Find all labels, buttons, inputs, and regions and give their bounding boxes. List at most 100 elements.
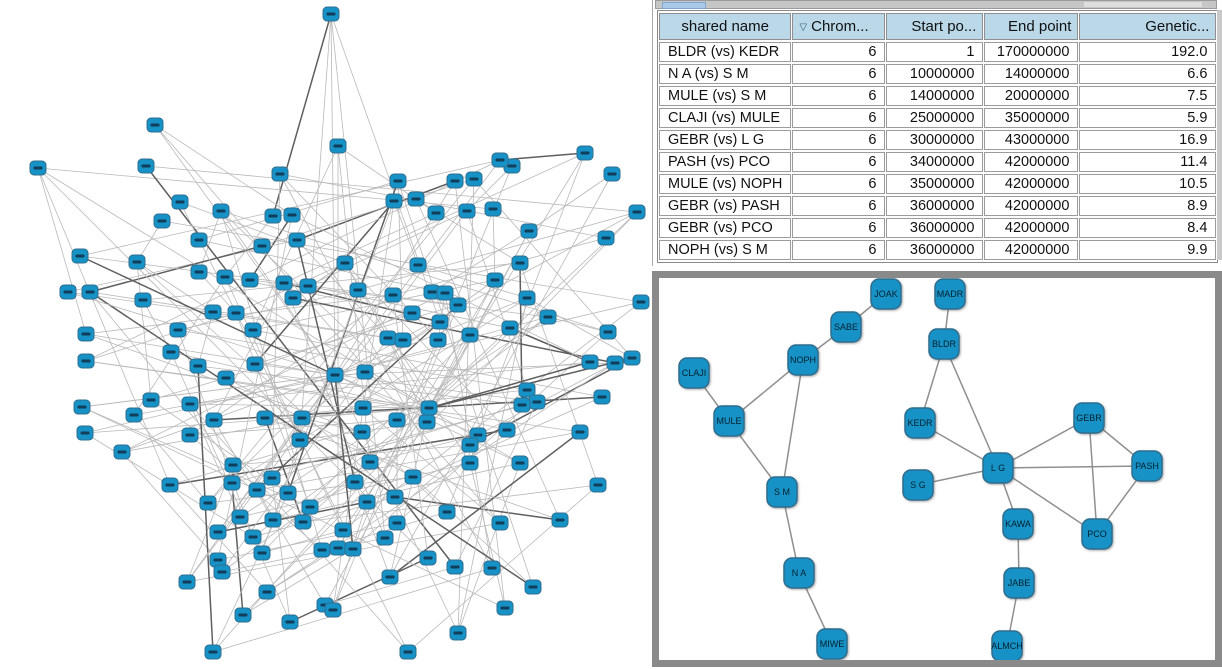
graph-node[interactable] (449, 625, 467, 641)
graph-node[interactable] (264, 208, 282, 224)
table-cell[interactable]: 14000000 (886, 86, 984, 106)
graph-node[interactable] (407, 191, 425, 207)
graph-node[interactable] (496, 600, 514, 616)
table-cell[interactable]: 8.4 (1079, 218, 1217, 238)
graph-node[interactable] (518, 382, 536, 398)
table-cell[interactable]: 42000000 (984, 218, 1079, 238)
graph-node[interactable] (223, 475, 241, 491)
graph-node[interactable]: PCO (1081, 518, 1113, 550)
graph-node[interactable] (589, 477, 607, 493)
graph-node[interactable] (484, 201, 502, 217)
graph-node[interactable] (77, 326, 95, 342)
graph-node[interactable] (190, 264, 208, 280)
graph-node[interactable] (217, 370, 235, 386)
graph-node[interactable] (142, 392, 160, 408)
graph-node[interactable] (275, 275, 293, 291)
graph-node[interactable]: BLDR (928, 328, 960, 360)
graph-node[interactable] (293, 410, 311, 426)
graph-node[interactable] (334, 522, 352, 538)
graph-node[interactable] (404, 469, 422, 485)
graph-node[interactable] (336, 255, 354, 271)
graph-node[interactable] (209, 524, 227, 540)
scrollbar-track[interactable] (1084, 2, 1202, 7)
table-cell[interactable]: 170000000 (984, 42, 1079, 62)
graph-node[interactable] (29, 160, 47, 176)
graph-node[interactable] (241, 272, 259, 288)
table-cell[interactable]: 16.9 (1079, 130, 1217, 150)
table-cell[interactable]: 30000000 (886, 130, 984, 150)
graph-node[interactable] (385, 193, 403, 209)
graph-node[interactable]: S G (902, 469, 934, 501)
table-cell[interactable]: 6 (792, 108, 886, 128)
graph-node[interactable] (256, 410, 274, 426)
graph-node[interactable] (491, 515, 509, 531)
graph-node[interactable] (419, 550, 437, 566)
table-cell[interactable]: NOPH (vs) S M (659, 240, 792, 260)
table-cell[interactable]: N A (vs) S M (659, 64, 792, 84)
graph-node[interactable] (483, 560, 501, 576)
table-cell[interactable]: 20000000 (984, 86, 1079, 106)
graph-node[interactable] (388, 412, 406, 428)
graph-node[interactable] (379, 330, 397, 346)
graph-node[interactable] (606, 355, 624, 371)
graph-node[interactable] (376, 530, 394, 546)
graph-node[interactable] (190, 232, 208, 248)
graph-node[interactable] (438, 504, 456, 520)
table-cell[interactable]: 6 (792, 218, 886, 238)
table-cell[interactable]: CLAJI (vs) MULE (659, 108, 792, 128)
table-row[interactable]: CLAJI (vs) MULE 6 25000000 35000000 5.9 (659, 108, 1217, 128)
graph-node[interactable]: L G (982, 452, 1014, 484)
graph-node[interactable] (234, 607, 252, 623)
graph-node[interactable] (181, 396, 199, 412)
graph-node[interactable] (246, 356, 264, 372)
graph-node[interactable]: KAWA (1002, 508, 1034, 540)
table-cell[interactable]: 25000000 (886, 108, 984, 128)
graph-node[interactable] (128, 254, 146, 270)
graph-node[interactable] (581, 354, 599, 370)
graph-node[interactable] (461, 437, 479, 453)
graph-node[interactable] (551, 512, 569, 528)
graph-node[interactable]: ALMCH (991, 630, 1023, 660)
graph-node[interactable] (299, 278, 317, 294)
table-row[interactable]: NOPH (vs) S M 6 36000000 42000000 9.9 (659, 240, 1217, 260)
graph-node[interactable] (628, 204, 646, 220)
graph-node[interactable] (199, 495, 217, 511)
graph-node[interactable] (248, 482, 266, 498)
main-network-canvas[interactable] (0, 0, 652, 669)
graph-node[interactable] (528, 394, 546, 410)
graph-node[interactable] (513, 397, 531, 413)
graph-node[interactable] (449, 297, 467, 313)
table-cell[interactable]: 42000000 (984, 152, 1079, 172)
table-cell[interactable]: 6 (792, 86, 886, 106)
graph-node[interactable] (146, 117, 164, 133)
graph-node[interactable] (520, 223, 538, 239)
graph-node[interactable] (518, 290, 536, 306)
graph-node[interactable]: JABE (1003, 567, 1035, 599)
graph-node[interactable] (486, 272, 504, 288)
graph-node[interactable]: JOAK (870, 278, 902, 310)
graph-node[interactable] (418, 414, 436, 430)
graph-node[interactable] (461, 327, 479, 343)
graph-node[interactable] (539, 309, 557, 325)
graph-node[interactable] (420, 400, 438, 416)
graph-node[interactable]: S M (766, 476, 798, 508)
table-cell[interactable]: 35000000 (984, 108, 1079, 128)
table-cell[interactable]: 36000000 (886, 240, 984, 260)
table-cell[interactable]: MULE (vs) S M (659, 86, 792, 106)
table-cell[interactable]: 6.6 (1079, 64, 1217, 84)
graph-node[interactable] (599, 324, 617, 340)
graph-node[interactable] (137, 158, 155, 174)
graph-node[interactable] (169, 322, 187, 338)
graph-node[interactable] (326, 367, 344, 383)
table-cell[interactable]: PASH (vs) PCO (659, 152, 792, 172)
table-cell[interactable]: 10000000 (886, 64, 984, 84)
graph-node[interactable] (113, 444, 131, 460)
table-cell[interactable]: 1 (886, 42, 984, 62)
graph-node[interactable] (349, 282, 367, 298)
graph-node[interactable] (161, 477, 179, 493)
graph-node[interactable] (353, 424, 371, 440)
table-cell[interactable]: 6 (792, 130, 886, 150)
graph-node[interactable]: GEBR (1073, 402, 1105, 434)
graph-node[interactable] (313, 542, 331, 558)
main-network-view[interactable] (0, 0, 652, 669)
